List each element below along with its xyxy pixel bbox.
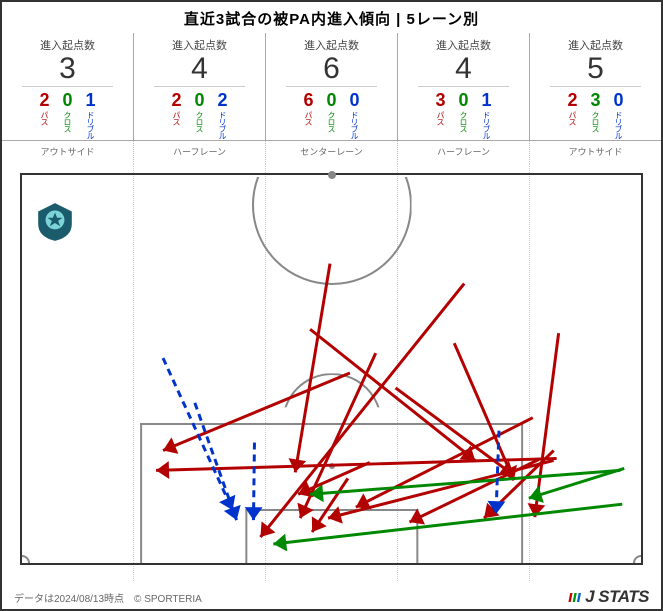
pitch-lane-name: アウトサイド [2,141,134,162]
cross-count: 0 [458,91,468,109]
chart-container: 直近3試合の被PA内進入傾向 | 5レーン別 進入起点数 3 2 パス 0 クロス … [0,0,663,611]
pitch-lane-name: センターレーン [266,141,398,162]
pass-count: 2 [171,91,181,109]
dribble-count: 2 [217,91,227,109]
pass-label: パス [435,111,446,125]
lane-total: 3 [22,53,114,87]
pass-label: パス [39,111,50,125]
lane-breakdown: 2 パス 0 クロス 1 ドリブル [2,91,133,139]
cross-count: 3 [590,91,600,109]
penalty-spot [329,463,335,469]
pass-label: パス [303,111,314,125]
cross-label: クロス [458,111,469,132]
dribble-count: 1 [481,91,491,109]
pitch-border [20,173,643,565]
pass-label: パス [567,111,578,125]
cross-count: 0 [326,91,336,109]
dribble-label: ドリブル [613,111,624,139]
pass-count: 2 [567,91,577,109]
dribble-label: ドリブル [217,111,228,139]
cross-count: 0 [62,91,72,109]
pitch-lane-name: ハーフレーン [134,141,266,162]
data-source-note: データは2024/08/13時点 © SPORTERIA [14,590,202,605]
lane-total: 4 [154,53,246,87]
lane-header: 進入起点数 [530,37,661,53]
jstats-logo: ııı J STATS [568,587,649,607]
brand-text: J STATS [585,587,649,606]
lane-stats-row: 進入起点数 3 2 パス 0 クロス 1 ドリブル 進入起点数 4 2 パス 0 クロス … [2,33,661,141]
dribble-count: 0 [613,91,623,109]
dribble-count: 1 [85,91,95,109]
pitch-area: アウトサイド ハーフレーン センターレーン ハーフレーン アウトサイド [2,141,661,583]
cross-label: クロス [326,111,337,132]
lane-total: 5 [550,53,642,87]
lane-col: 進入起点数 6 6 パス 0 クロス 0 ドリブル [266,33,398,140]
lane-total: 4 [418,53,510,87]
dribble-label: ドリブル [349,111,360,139]
chart-title: 直近3試合の被PA内進入傾向 | 5レーン別 [2,2,661,33]
football-pitch [2,163,661,583]
lane-breakdown: 2 パス 3 クロス 0 ドリブル [530,91,661,139]
lane-total: 6 [286,53,378,87]
pitch-lane-name: アウトサイド [530,141,661,162]
pass-label: パス [171,111,182,125]
pass-count: 3 [435,91,445,109]
lane-header: 進入起点数 [266,37,397,53]
lane-breakdown: 2 パス 0 クロス 2 ドリブル [134,91,265,139]
lane-col: 進入起点数 4 2 パス 0 クロス 2 ドリブル [134,33,266,140]
footer: データは2024/08/13時点 © SPORTERIA ııı J STATS [2,587,661,607]
pitch-lane-name: ハーフレーン [398,141,530,162]
lane-col: 進入起点数 3 2 パス 0 クロス 1 ドリブル [2,33,134,140]
penalty-arc [282,373,382,423]
cross-label: クロス [62,111,73,132]
lane-breakdown: 6 パス 0 クロス 0 ドリブル [266,91,397,139]
dribble-label: ドリブル [481,111,492,139]
lane-header: 進入起点数 [2,37,133,53]
team-badge-icon [34,201,76,243]
lane-header: 進入起点数 [398,37,529,53]
cross-label: クロス [194,111,205,132]
cross-count: 0 [194,91,204,109]
lane-breakdown: 3 パス 0 クロス 1 ドリブル [398,91,529,139]
dribble-label: ドリブル [85,111,96,139]
center-dot [328,171,336,179]
pass-count: 6 [303,91,313,109]
corner-arc [14,555,30,571]
lane-col: 進入起点数 4 3 パス 0 クロス 1 ドリブル [398,33,530,140]
cross-label: クロス [590,111,601,132]
corner-arc [633,555,649,571]
pitch-lane-labels: アウトサイド ハーフレーン センターレーン ハーフレーン アウトサイド [2,141,661,162]
lane-col: 進入起点数 5 2 パス 3 クロス 0 ドリブル [530,33,661,140]
dribble-count: 0 [349,91,359,109]
pass-count: 2 [39,91,49,109]
six-yard-box [245,509,418,563]
lane-header: 進入起点数 [134,37,265,53]
